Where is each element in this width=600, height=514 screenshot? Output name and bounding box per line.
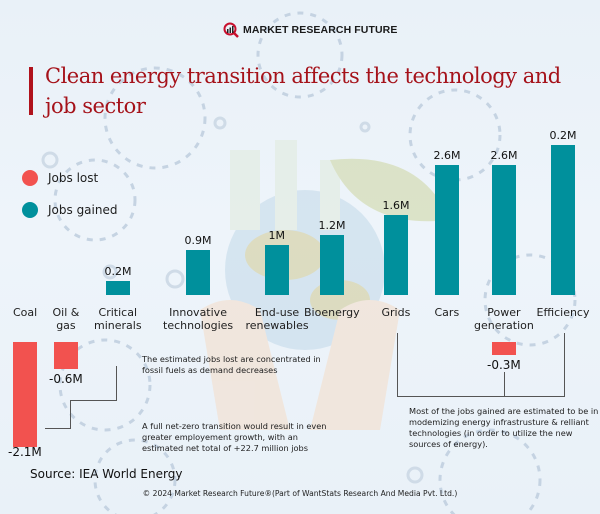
legend-label-jobs-lost: Jobs lost — [48, 171, 99, 185]
legend-swatch-jobs-gained — [22, 202, 38, 218]
note-fossil-fuels: The estimated jobs lost are concentrated… — [142, 354, 321, 375]
value-label-power-generation: -0.3M — [487, 358, 521, 372]
category-label-power-generation: Power generation — [474, 306, 534, 332]
bar-jobs-gained-cars — [435, 165, 459, 295]
bar-jobs-gained-power-generation — [492, 165, 516, 295]
note-jobs-gained: Most of the jobs gained are estimated to… — [409, 406, 599, 449]
source-label: Source: IEA World Energy — [30, 467, 183, 481]
category-label-oil-gas: Oil & gas — [52, 306, 80, 332]
bar-jobs-gained-critical-minerals — [106, 281, 130, 295]
category-label-efficiency: Efficiency — [536, 306, 590, 319]
bar-jobs-gained-efficiency — [551, 145, 575, 295]
category-label-innovative-technologies: Innovative technologies — [163, 306, 234, 332]
brand-name: MARKET RESEARCH FUTURE — [243, 24, 398, 36]
value-label-power-generation: 2.6M — [490, 149, 518, 162]
note-net-zero: A full net-zero transition would result … — [142, 421, 327, 453]
legend-item-jobs-lost: Jobs lost — [22, 170, 98, 186]
value-label-end-use-renewables: 1M — [268, 229, 286, 242]
value-label-cars: 2.6M — [433, 149, 461, 162]
category-label-coal: Coal — [13, 306, 38, 319]
fossil-connector-top — [70, 400, 117, 401]
gained-bracket — [397, 333, 565, 397]
legend-item-jobs-gained: Jobs gained — [22, 202, 117, 218]
legend-swatch-jobs-lost — [22, 170, 38, 186]
fossil-connector — [70, 400, 71, 428]
value-label-coal: -2.1M — [8, 445, 42, 459]
category-label-critical-minerals: Critical minerals — [94, 306, 142, 332]
bar-jobs-lost-power-generation — [492, 342, 516, 355]
value-label-grids: 1.6M — [382, 199, 410, 212]
value-label-efficiency: 0.2M — [549, 129, 577, 142]
title-accent-bar — [29, 67, 33, 115]
category-label-cars: Cars — [434, 306, 460, 319]
value-label-oil-gas: -0.6M — [49, 372, 83, 386]
gained-bracket-stem — [504, 372, 505, 397]
bar-jobs-lost-coal — [13, 342, 37, 447]
category-label-bioenergy: Bioenergy — [304, 306, 360, 319]
bar-jobs-gained-innovative-technologies — [186, 250, 210, 295]
value-label-innovative-technologies: 0.9M — [184, 234, 212, 247]
bar-jobs-gained-bioenergy — [320, 235, 344, 295]
magnifier-chart-logo-icon — [223, 22, 239, 38]
legend-label-jobs-gained: Jobs gained — [48, 203, 118, 217]
page-title: Clean energy transition affects the tech… — [45, 64, 561, 118]
value-label-bioenergy: 1.2M — [318, 219, 346, 232]
value-label-critical-minerals: 0.2M — [104, 265, 132, 278]
brand-logo: MARKET RESEARCH FUTURE — [223, 22, 397, 38]
category-label-end-use-renewables: End-use renewables — [245, 306, 309, 332]
bar-jobs-gained-grids — [384, 215, 408, 295]
bar-jobs-lost-oil-gas — [54, 342, 78, 369]
category-label-grids: Grids — [381, 306, 411, 319]
copyright-text: © 2024 Market Research Future®(Part of W… — [142, 489, 458, 498]
fossil-connector-h — [45, 428, 71, 429]
fossil-connector-v — [116, 366, 117, 401]
bar-jobs-gained-end-use-renewables — [265, 245, 289, 295]
